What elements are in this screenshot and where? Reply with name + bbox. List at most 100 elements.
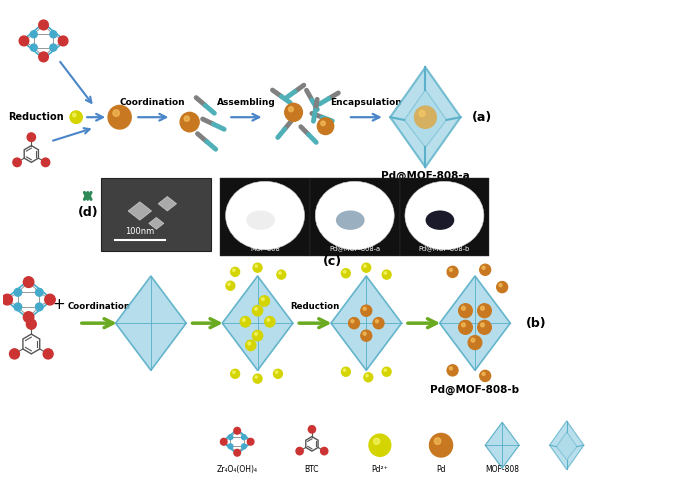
Circle shape (384, 272, 386, 274)
Circle shape (108, 106, 132, 129)
Circle shape (39, 20, 49, 30)
Circle shape (253, 374, 262, 383)
Circle shape (361, 330, 372, 341)
Circle shape (364, 265, 366, 268)
Circle shape (242, 435, 247, 439)
Circle shape (288, 107, 293, 112)
Circle shape (247, 438, 254, 445)
Text: (b): (b) (526, 317, 547, 329)
Text: Pd@MOF-808-b: Pd@MOF-808-b (419, 246, 470, 252)
Polygon shape (390, 67, 460, 167)
Circle shape (253, 330, 262, 341)
Circle shape (277, 270, 286, 279)
Circle shape (462, 323, 465, 327)
Circle shape (471, 338, 475, 342)
Circle shape (273, 369, 282, 378)
Polygon shape (128, 202, 151, 220)
Circle shape (342, 367, 350, 376)
Circle shape (50, 31, 57, 38)
Text: Coordination: Coordination (119, 98, 185, 107)
Circle shape (482, 372, 485, 376)
Ellipse shape (246, 211, 275, 230)
Circle shape (499, 284, 502, 287)
Circle shape (462, 306, 465, 310)
Circle shape (275, 371, 278, 374)
Circle shape (253, 305, 262, 316)
Text: MOF-808: MOF-808 (250, 246, 280, 252)
Circle shape (449, 269, 453, 272)
Circle shape (342, 269, 350, 278)
Circle shape (447, 365, 458, 376)
Circle shape (234, 428, 240, 434)
Circle shape (255, 265, 258, 268)
Circle shape (231, 267, 240, 276)
Circle shape (373, 318, 384, 328)
Text: Assembling: Assembling (216, 98, 275, 107)
Circle shape (343, 271, 346, 273)
Circle shape (45, 294, 55, 305)
Circle shape (255, 376, 258, 379)
Ellipse shape (315, 181, 394, 250)
Circle shape (317, 118, 334, 135)
Circle shape (226, 281, 235, 290)
Circle shape (262, 298, 264, 300)
Text: Reduction: Reduction (8, 112, 64, 122)
Circle shape (231, 369, 240, 378)
Circle shape (13, 158, 21, 166)
Circle shape (259, 296, 269, 306)
Circle shape (36, 288, 43, 296)
Circle shape (242, 319, 245, 322)
Polygon shape (149, 218, 164, 229)
Text: Pd@MOF-808-a: Pd@MOF-808-a (329, 246, 380, 252)
Circle shape (285, 103, 302, 121)
Circle shape (70, 111, 82, 123)
Circle shape (14, 288, 22, 296)
Circle shape (267, 319, 270, 322)
Polygon shape (549, 421, 584, 469)
Circle shape (308, 426, 316, 433)
Circle shape (459, 304, 472, 318)
Polygon shape (158, 196, 177, 211)
Circle shape (27, 133, 36, 141)
Circle shape (39, 52, 49, 62)
Circle shape (255, 307, 258, 310)
Circle shape (221, 438, 227, 445)
Text: Pd@MOF-808-b: Pd@MOF-808-b (430, 384, 519, 395)
Circle shape (248, 342, 251, 345)
Circle shape (477, 321, 491, 334)
Circle shape (434, 438, 440, 444)
Circle shape (10, 349, 19, 359)
Circle shape (26, 319, 36, 329)
Circle shape (366, 375, 369, 377)
Circle shape (50, 44, 57, 51)
Text: Pd: Pd (436, 464, 446, 474)
Circle shape (362, 263, 371, 272)
Text: Pd²⁺: Pd²⁺ (371, 464, 388, 474)
Text: MOF-808: MOF-808 (485, 464, 519, 474)
Circle shape (228, 283, 230, 285)
Circle shape (479, 264, 490, 275)
Circle shape (449, 367, 453, 370)
Circle shape (23, 312, 34, 323)
Circle shape (361, 305, 372, 316)
Circle shape (351, 320, 354, 323)
Circle shape (41, 158, 50, 166)
Circle shape (113, 110, 119, 116)
Circle shape (482, 266, 485, 270)
Circle shape (264, 317, 275, 327)
Circle shape (73, 113, 76, 117)
Circle shape (369, 434, 390, 456)
Circle shape (364, 373, 373, 382)
Polygon shape (222, 276, 293, 370)
Circle shape (363, 307, 366, 310)
Text: (a): (a) (471, 110, 492, 124)
Circle shape (253, 263, 262, 272)
Circle shape (43, 349, 53, 359)
Circle shape (481, 306, 484, 310)
Circle shape (384, 369, 386, 371)
Ellipse shape (225, 181, 305, 250)
Bar (399, 178, 489, 256)
Ellipse shape (405, 181, 484, 250)
Circle shape (255, 332, 258, 335)
Circle shape (321, 121, 325, 126)
